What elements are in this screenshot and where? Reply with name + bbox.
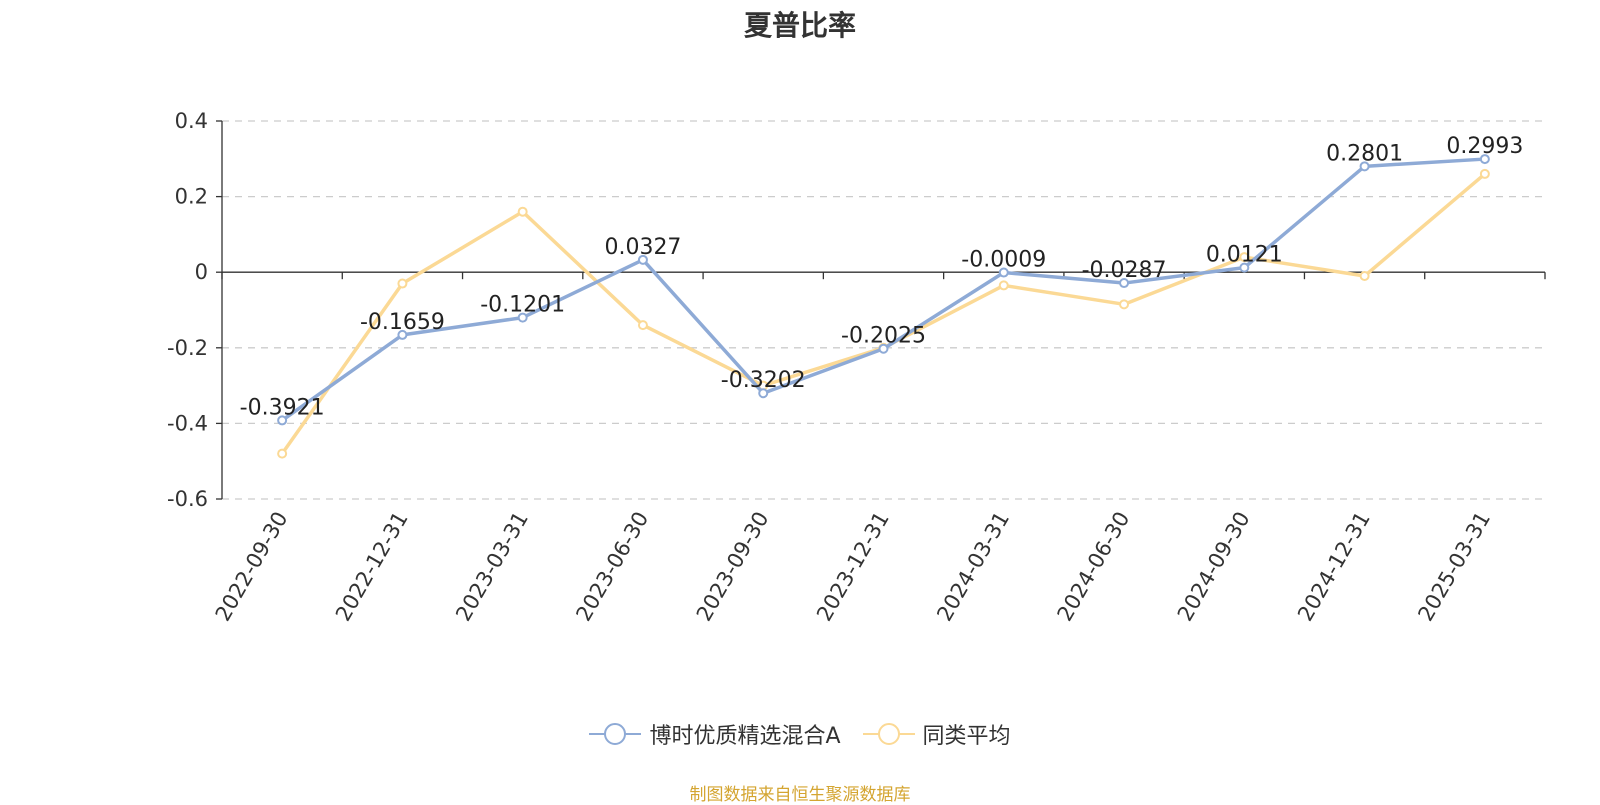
source-note: 制图数据来自恒生聚源数据库 [689, 785, 911, 805]
data-label-3: 0.0327 [604, 235, 681, 260]
legend-marker-series-1 [862, 723, 915, 745]
x-tick-label-0: 2022-09-30 [211, 508, 293, 626]
series-1-point-9 [1359, 270, 1370, 281]
series-1-point-0 [277, 448, 288, 459]
data-label-4: -0.3202 [721, 368, 806, 393]
series-0-point-7 [1119, 278, 1130, 289]
chart-title: 夏普比率 [743, 9, 856, 42]
y-tick-label-4: -0.4 [167, 411, 208, 435]
legend-label-series-0: 博时优质精选混合A [649, 724, 841, 749]
data-label-10: 0.2993 [1446, 134, 1523, 159]
data-label-8: 0.0121 [1206, 243, 1283, 268]
x-tick-label-5: 2023-12-31 [812, 508, 894, 626]
series-1-point-1 [397, 278, 408, 289]
data-label-5: -0.2025 [841, 324, 926, 349]
legend-marker-series-0 [589, 723, 642, 745]
x-tick-label-10: 2025-03-31 [1413, 508, 1495, 626]
series-1-point-10 [1479, 168, 1490, 179]
data-label-2: -0.1201 [480, 293, 565, 318]
x-tick-label-1: 2022-12-31 [331, 507, 413, 625]
series-0-point-2 [517, 312, 528, 323]
series-1-point-2 [517, 206, 528, 217]
series-0-point-0 [277, 415, 288, 426]
series-0-point-10 [1479, 154, 1490, 165]
x-tick-label-2: 2023-03-31 [451, 508, 533, 626]
legend: 博时优质精选混合A 同类平均 [0, 718, 1600, 750]
y-tick-label-3: -0.2 [167, 336, 208, 360]
series-0-point-9 [1359, 161, 1370, 172]
series-0-point-5 [878, 343, 889, 354]
y-tick-label-5: -0.6 [167, 487, 208, 511]
series-layer [277, 154, 1490, 459]
series-0-point-3 [637, 254, 648, 265]
series-1-point-8 [1239, 252, 1250, 263]
series-1-point-6 [998, 280, 1009, 291]
series-0-point-6 [998, 267, 1009, 278]
legend-label-series-1: 同类平均 [922, 724, 1011, 749]
x-tick-label-7: 2024-06-30 [1053, 508, 1135, 626]
y-tick-label-1: 0.2 [175, 185, 208, 209]
legend-item-series-0[interactable]: 博时优质精选混合A [589, 718, 841, 750]
x-tick-label-6: 2024-03-31 [932, 508, 1014, 626]
x-tick-label-8: 2024-09-30 [1173, 508, 1255, 626]
series-0-point-8 [1239, 262, 1250, 273]
x-tick-label-3: 2023-06-30 [571, 508, 653, 626]
series-1-point-3 [637, 320, 648, 331]
legend-item-series-1[interactable]: 同类平均 [862, 718, 1011, 750]
series-line-0 [281, 157, 1485, 422]
series-1-point-7 [1119, 299, 1130, 310]
data-label-7: -0.0287 [1082, 258, 1167, 283]
data-label-0: -0.3921 [240, 395, 325, 420]
series-0-point-4 [758, 388, 769, 399]
data-label-6: -0.0009 [961, 248, 1046, 273]
x-tick-label-9: 2024-12-31 [1293, 508, 1375, 626]
series-0-point-1 [397, 329, 408, 340]
y-tick-label-2: 0 [195, 260, 208, 284]
x-tick-label-4: 2023-09-30 [692, 508, 774, 626]
data-label-1: -0.1659 [360, 310, 445, 335]
label-layer: -0.3921 -0.1659 -0.1201 0.0327 -0.3202 -0.202… [240, 134, 1524, 420]
y-tick-label-0: 0.4 [175, 109, 208, 133]
data-label-9: 0.2801 [1326, 141, 1403, 166]
